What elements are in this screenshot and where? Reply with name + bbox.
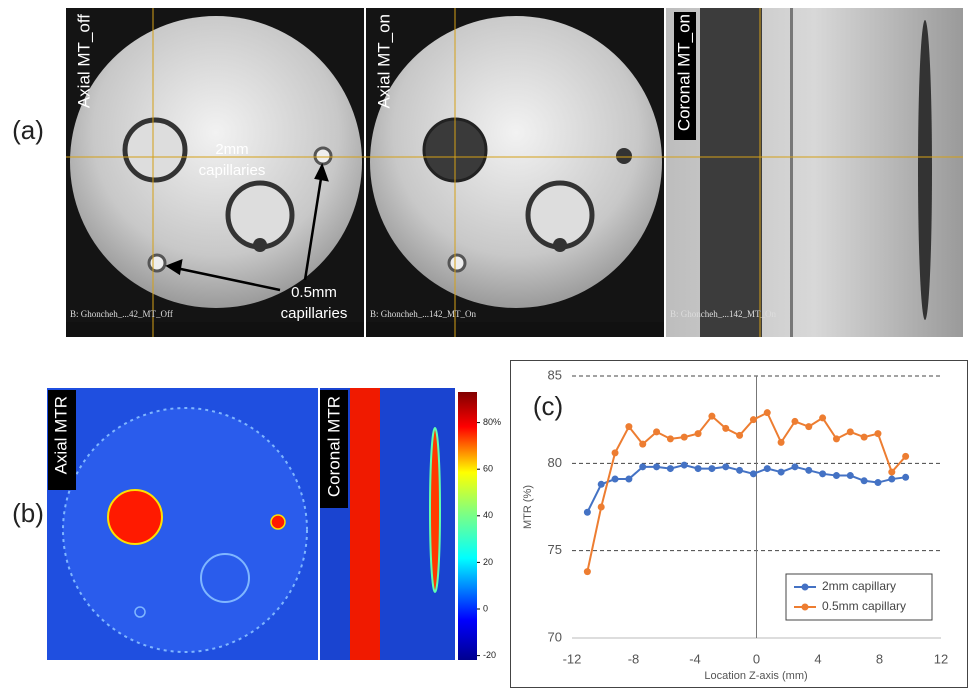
panel-label: (b) [12, 498, 44, 528]
x-tick-label: -4 [689, 651, 701, 666]
colorbar-ticks: 80% 60 40 20 0 -20 [477, 417, 501, 660]
annotation: 2mm [215, 141, 248, 158]
data-point [861, 477, 868, 484]
data-point [750, 470, 757, 477]
mtr-axial [47, 388, 318, 660]
colorbar-tick-label: 60 [483, 464, 493, 474]
x-tick-label: 4 [814, 651, 821, 666]
image-caption: B: Ghoncheh_...142_MT_On [370, 309, 476, 319]
x-axis-label: Location Z-axis (mm) [704, 670, 807, 682]
y-tick-label: 75 [548, 542, 562, 557]
data-point [902, 474, 909, 481]
annotation: capillaries [281, 305, 348, 322]
data-point [667, 435, 674, 442]
x-tick-label: -12 [563, 651, 582, 666]
data-point [639, 463, 646, 470]
x-tick-label: 12 [934, 651, 948, 666]
data-point [750, 416, 757, 423]
x-tick-label: -8 [628, 651, 640, 666]
view-title-text: Axial MT_on [374, 14, 393, 108]
view-title-text: Coronal MT_on [674, 14, 693, 131]
image-caption: B: Ghoncheh_...142_MT_On [670, 309, 776, 319]
data-point [736, 467, 743, 474]
data-point [805, 423, 812, 430]
data-point [598, 504, 605, 511]
data-point [653, 428, 660, 435]
y-tick-label: 85 [548, 367, 562, 382]
image-caption: B: Ghoncheh_...42_MT_Off [70, 309, 173, 319]
view-title-text: Axial MT_off [74, 14, 93, 108]
data-point [791, 463, 798, 470]
data-point [639, 441, 646, 448]
data-point [736, 432, 743, 439]
data-point [612, 449, 619, 456]
x-tick-label: 0 [753, 651, 760, 666]
data-point [625, 423, 632, 430]
panel-label: (c) [533, 391, 563, 421]
data-point [833, 472, 840, 479]
view-title: Axial MT_on [374, 14, 393, 108]
data-point [681, 434, 688, 441]
data-point [722, 425, 729, 432]
legend-marker [802, 584, 809, 591]
data-point [764, 409, 771, 416]
view-title: Axial MTR [51, 396, 70, 474]
data-point [708, 465, 715, 472]
data-point [612, 476, 619, 483]
data-point [764, 465, 771, 472]
data-point [584, 509, 591, 516]
data-point [888, 476, 895, 483]
data-point [695, 430, 702, 437]
view-title: Axial MT_off [74, 14, 93, 108]
legend-label: 0.5mm capillary [822, 599, 906, 613]
colorbar-tick-label: 20 [483, 557, 493, 567]
data-point [681, 462, 688, 469]
view-title: Coronal MT_on [674, 12, 696, 140]
view-title-text: Coronal MTR [324, 396, 343, 497]
data-point [653, 463, 660, 470]
data-point [708, 413, 715, 420]
y-axis-label-group: MTR (%) [522, 485, 534, 529]
legend-label: 2mm capillary [822, 579, 896, 593]
view-title: Coronal MTR [324, 396, 343, 497]
figure: (a) (b) Axial MT_off Axial [0, 0, 968, 688]
data-point [778, 469, 785, 476]
colorbar-tick-label: 40 [483, 510, 493, 520]
colorbar-tick-label: 80% [483, 417, 501, 427]
y-tick-label: 80 [548, 455, 562, 470]
data-point [778, 439, 785, 446]
data-point [791, 418, 798, 425]
data-point [584, 568, 591, 575]
mri-axial-on [366, 8, 664, 337]
data-point [902, 453, 909, 460]
colorbar-tick-label: -20 [483, 650, 496, 660]
annotation: 0.5mm [291, 284, 337, 301]
data-point [805, 467, 812, 474]
data-point [847, 472, 854, 479]
data-point [874, 479, 881, 486]
data-point [819, 470, 826, 477]
data-point [667, 465, 674, 472]
data-point [888, 469, 895, 476]
data-point [819, 414, 826, 421]
legend-marker [802, 604, 809, 611]
data-point [625, 476, 632, 483]
panel-label: (a) [12, 115, 44, 145]
data-point [847, 428, 854, 435]
data-point [833, 435, 840, 442]
data-point [874, 430, 881, 437]
x-tick-label: 8 [876, 651, 883, 666]
y-axis-label: MTR (%) [522, 485, 534, 529]
mri-coronal-on [666, 8, 963, 337]
view-title-text: Axial MTR [51, 396, 70, 474]
data-point [722, 463, 729, 470]
annotation: capillaries [199, 162, 266, 179]
y-tick-label: 70 [548, 629, 562, 644]
data-point [861, 434, 868, 441]
colorbar-tick-label: 0 [483, 603, 488, 613]
data-point [598, 481, 605, 488]
colorbar [458, 392, 477, 660]
data-point [695, 465, 702, 472]
